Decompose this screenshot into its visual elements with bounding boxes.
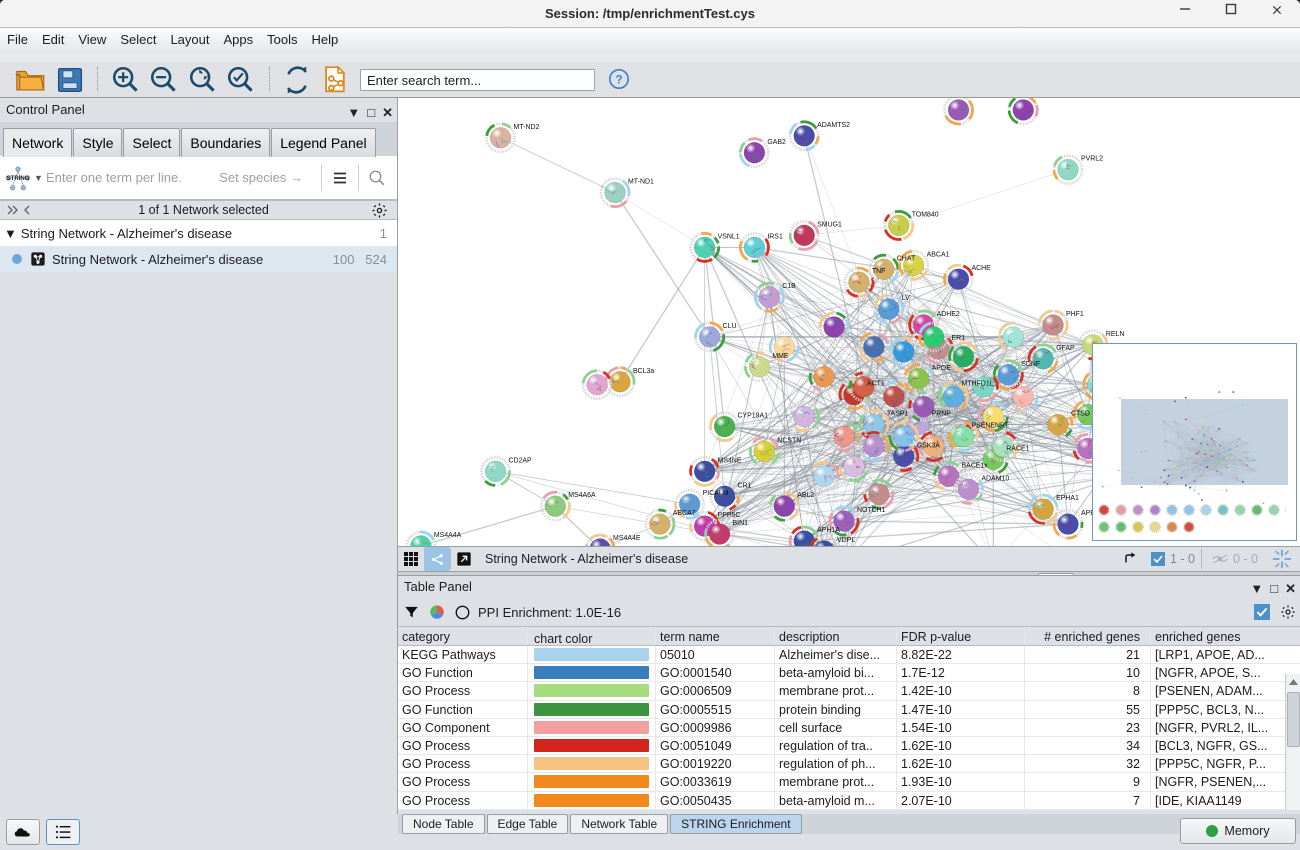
svg-text:NOTCH1: NOTCH1 bbox=[857, 507, 886, 514]
svg-text:ABCA7: ABCA7 bbox=[673, 510, 696, 517]
svg-text:SMUG1: SMUG1 bbox=[817, 221, 842, 228]
svg-text:ER1: ER1 bbox=[952, 335, 966, 342]
svg-text:C1B: C1B bbox=[782, 283, 796, 290]
svg-text:MS4A4E: MS4A4E bbox=[613, 535, 641, 542]
svg-text:PHF1: PHF1 bbox=[1066, 311, 1084, 318]
svg-text:ADAM10: ADAM10 bbox=[981, 475, 1009, 482]
svg-text:TOM840: TOM840 bbox=[912, 211, 939, 218]
svg-text:VDPL: VDPL bbox=[837, 537, 855, 544]
svg-text:ADHE2: ADHE2 bbox=[937, 311, 960, 318]
svg-text:APOE: APOE bbox=[932, 365, 952, 372]
svg-text:PVRL2: PVRL2 bbox=[1081, 156, 1103, 163]
svg-text:TASP1: TASP1 bbox=[887, 411, 909, 418]
svg-text:ACHE: ACHE bbox=[971, 265, 991, 272]
svg-text:ABCA1: ABCA1 bbox=[927, 251, 950, 258]
svg-text:CYP19A1: CYP19A1 bbox=[737, 413, 768, 420]
svg-text:TNF: TNF bbox=[872, 268, 886, 275]
svg-text:EPHA1: EPHA1 bbox=[1056, 495, 1079, 502]
svg-text:CD2AP: CD2AP bbox=[509, 457, 533, 464]
svg-text:BIN1: BIN1 bbox=[733, 520, 749, 527]
svg-text:MS4NE: MS4NE bbox=[718, 457, 742, 464]
svg-text:LV: LV bbox=[902, 295, 910, 302]
svg-text:VSNL1: VSNL1 bbox=[718, 233, 740, 240]
svg-text:APH1A: APH1A bbox=[817, 527, 840, 534]
svg-text:MTHFD1L: MTHFD1L bbox=[961, 381, 993, 388]
svg-text:MS4A6A: MS4A6A bbox=[568, 492, 596, 499]
svg-text:ACT1: ACT1 bbox=[867, 381, 885, 388]
svg-text:BCL3a: BCL3a bbox=[633, 368, 654, 375]
svg-text:RACE1: RACE1 bbox=[1006, 445, 1029, 452]
svg-text:CTSD: CTSD bbox=[1071, 411, 1090, 418]
svg-text:CLU: CLU bbox=[723, 323, 737, 330]
svg-text:NCSTN: NCSTN bbox=[777, 437, 801, 444]
svg-text:STRING: STRING bbox=[7, 175, 30, 181]
svg-text:GSK3A: GSK3A bbox=[917, 442, 941, 449]
svg-text:RELN: RELN bbox=[1106, 331, 1125, 338]
svg-text:MT-ND2: MT-ND2 bbox=[513, 124, 539, 131]
svg-text:CHAT: CHAT bbox=[897, 255, 916, 262]
svg-text:ADAMTS2: ADAMTS2 bbox=[817, 122, 850, 129]
svg-text:PPP5C: PPP5C bbox=[718, 512, 741, 519]
svg-text:PICALM: PICALM bbox=[703, 490, 729, 497]
svg-text:BACE1x: BACE1x bbox=[961, 462, 988, 469]
svg-text:PSENENPT: PSENENPT bbox=[971, 423, 1009, 430]
svg-text:CR1: CR1 bbox=[737, 482, 751, 489]
svg-text:GFAP: GFAP bbox=[1056, 345, 1075, 352]
svg-text:MT-ND1: MT-ND1 bbox=[628, 179, 654, 186]
svg-text:ABL2: ABL2 bbox=[797, 492, 814, 499]
svg-text:MME: MME bbox=[772, 353, 789, 360]
svg-text:GAB2: GAB2 bbox=[767, 139, 786, 146]
svg-text:SDNF: SDNF bbox=[1021, 361, 1040, 368]
svg-text:MS4A4A: MS4A4A bbox=[434, 532, 462, 539]
svg-text:?: ? bbox=[615, 73, 622, 87]
svg-text:PRNP: PRNP bbox=[932, 411, 952, 418]
svg-text:IRS1: IRS1 bbox=[767, 233, 783, 240]
